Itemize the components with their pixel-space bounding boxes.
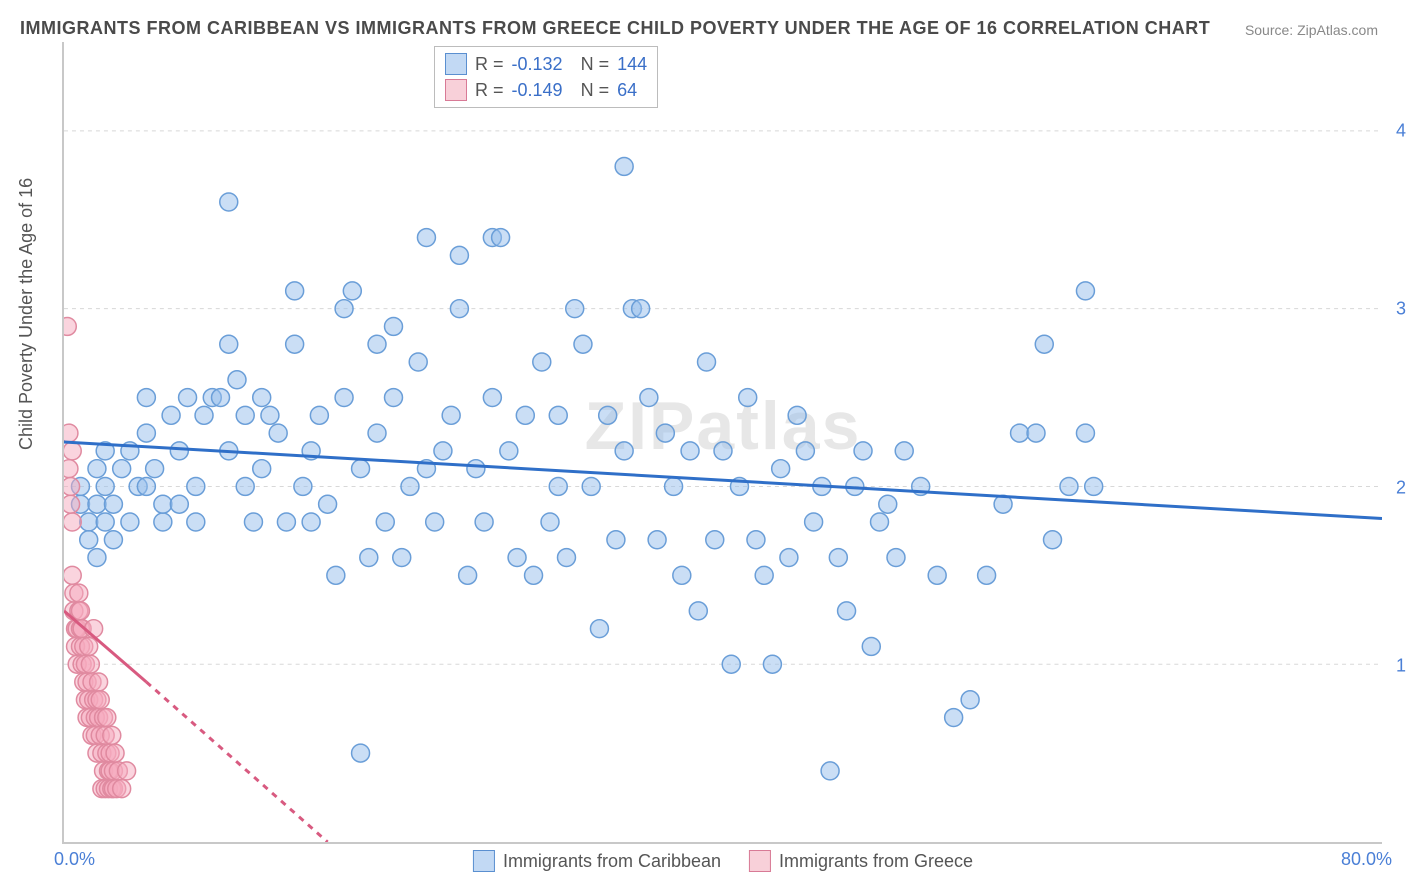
- chart-title: IMMIGRANTS FROM CARIBBEAN VS IMMIGRANTS …: [20, 18, 1210, 39]
- y-axis-label: Child Poverty Under the Age of 16: [16, 178, 37, 450]
- plot-area: ZIPatlas 10.0%20.0%30.0%40.0% 0.0% 80.0%…: [62, 42, 1382, 844]
- legend-swatch: [473, 850, 495, 872]
- legend-n-value: 144: [617, 51, 647, 77]
- legend-n-value: 64: [617, 77, 637, 103]
- x-tick-right: 80.0%: [1341, 849, 1392, 870]
- x-tick-left: 0.0%: [54, 849, 95, 870]
- legend-stats: R = -0.132 N = 144 R = -0.149 N = 64: [434, 46, 658, 108]
- legend-swatch: [445, 79, 467, 101]
- legend-r-value: -0.149: [512, 77, 563, 103]
- y-tick-label: 20.0%: [1386, 477, 1406, 498]
- chart-container: IMMIGRANTS FROM CARIBBEAN VS IMMIGRANTS …: [0, 0, 1406, 892]
- bottom-legend-item: Immigrants from Greece: [749, 850, 973, 872]
- y-tick-label: 30.0%: [1386, 299, 1406, 320]
- y-tick-label: 40.0%: [1386, 121, 1406, 142]
- chart-source: Source: ZipAtlas.com: [1245, 22, 1378, 38]
- legend-n-label: N =: [581, 77, 610, 103]
- legend-stat-row: R = -0.132 N = 144: [445, 51, 647, 77]
- bottom-legend: Immigrants from Caribbean Immigrants from…: [473, 850, 973, 872]
- legend-n-label: N =: [581, 51, 610, 77]
- bottom-legend-item: Immigrants from Caribbean: [473, 850, 721, 872]
- y-tick-label: 10.0%: [1386, 655, 1406, 676]
- legend-r-value: -0.132: [512, 51, 563, 77]
- plot-svg: [64, 42, 1382, 842]
- legend-r-label: R =: [475, 51, 504, 77]
- legend-swatch: [445, 53, 467, 75]
- legend-r-label: R =: [475, 77, 504, 103]
- bottom-legend-label: Immigrants from Greece: [779, 851, 973, 872]
- legend-stat-row: R = -0.149 N = 64: [445, 77, 647, 103]
- bottom-legend-label: Immigrants from Caribbean: [503, 851, 721, 872]
- legend-swatch: [749, 850, 771, 872]
